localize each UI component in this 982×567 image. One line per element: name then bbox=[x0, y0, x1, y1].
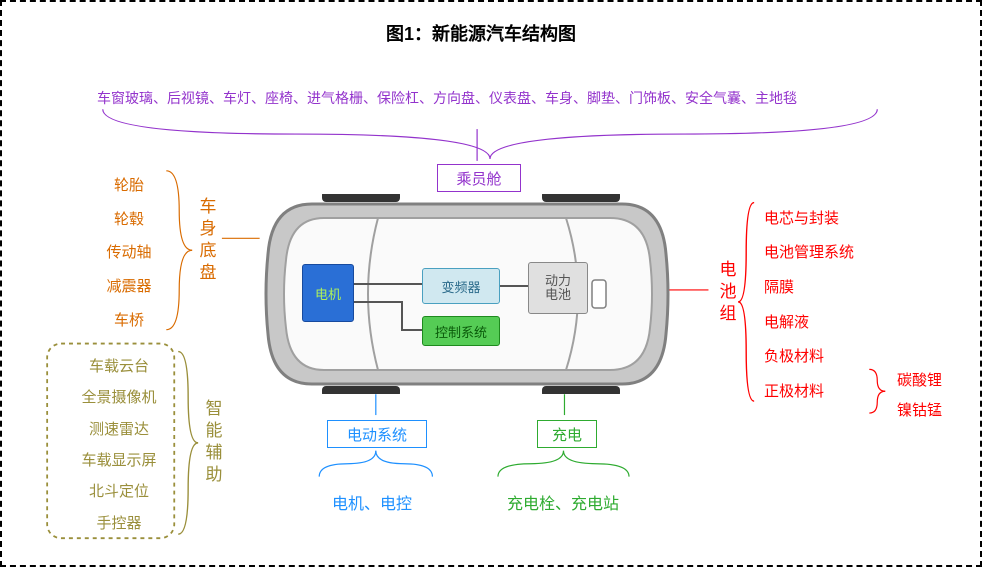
list-item: 轮毂 bbox=[94, 208, 164, 229]
cabin-label: 乘员舱 bbox=[456, 168, 501, 189]
charging-box: 充电 bbox=[537, 420, 597, 448]
battery-pack-sub-list: 碳酸锂镍钴锰 bbox=[897, 364, 957, 424]
list-item: 正极材料 bbox=[764, 380, 874, 401]
list-item: 全景摄像机 bbox=[64, 386, 174, 407]
inverter-label: 变频器 bbox=[441, 277, 480, 296]
list-item: 电芯与封装 bbox=[764, 207, 874, 228]
diagram-frame: 图1：新能源汽车结构图 车窗玻璃、后视镜、车灯、座椅、进气格栅、保险杠、方向盘、… bbox=[0, 0, 982, 567]
figure-title: 图1：新能源汽车结构图 bbox=[386, 20, 576, 46]
battery-label: 动力电池 bbox=[545, 274, 571, 303]
control-label: 控制系统 bbox=[435, 322, 487, 341]
battery-pack-item-list: 电芯与封装电池管理系统隔膜电解液负极材料正极材料 bbox=[764, 200, 874, 408]
charging-sub: 充电栓、充电站 bbox=[507, 490, 619, 514]
drive-system-box: 电动系统 bbox=[327, 420, 427, 448]
list-item: 传动轴 bbox=[94, 241, 164, 262]
list-item: 镍钴锰 bbox=[897, 399, 957, 420]
list-item: 车载显示屏 bbox=[64, 449, 174, 470]
list-item: 负极材料 bbox=[764, 345, 874, 366]
list-item: 轮胎 bbox=[94, 174, 164, 195]
list-item: 车桥 bbox=[94, 309, 164, 330]
inverter-block: 变频器 bbox=[422, 268, 500, 304]
list-item: 电池管理系统 bbox=[764, 241, 874, 262]
list-item: 碳酸锂 bbox=[897, 369, 957, 390]
list-item: 电解液 bbox=[764, 311, 874, 332]
motor-block: 电机 bbox=[302, 264, 354, 322]
cabin-label-box: 乘员舱 bbox=[437, 164, 521, 192]
list-item: 测速雷达 bbox=[64, 418, 174, 439]
list-item: 车载云台 bbox=[64, 355, 174, 376]
drive-system-sub: 电机、电控 bbox=[332, 490, 412, 514]
list-item: 减震器 bbox=[94, 275, 164, 296]
list-item: 隔膜 bbox=[764, 276, 874, 297]
battery-block: 动力电池 bbox=[528, 262, 588, 314]
car-diagram: 电机 变频器 控制系统 动力电池 bbox=[262, 194, 672, 394]
cabin-components-list: 车窗玻璃、后视镜、车灯、座椅、进气格栅、保险杠、方向盘、仪表盘、车身、脚垫、门饰… bbox=[97, 88, 897, 108]
assist-label: 智能辅助 bbox=[202, 382, 226, 502]
drive-system-label: 电动系统 bbox=[347, 424, 407, 445]
chassis-item-list: 轮胎轮毂传动轴减震器车桥 bbox=[94, 168, 164, 336]
motor-label: 电机 bbox=[315, 284, 341, 303]
list-item: 北斗定位 bbox=[64, 480, 174, 501]
charging-label: 充电 bbox=[552, 424, 582, 445]
list-item: 手控器 bbox=[64, 512, 174, 533]
control-block: 控制系统 bbox=[422, 316, 500, 346]
assist-item-list: 车载云台全景摄像机测速雷达车载显示屏北斗定位手控器 bbox=[64, 350, 174, 538]
chassis-label: 车身底盘 bbox=[196, 180, 220, 300]
battery-pack-label: 电池组 bbox=[716, 242, 740, 342]
